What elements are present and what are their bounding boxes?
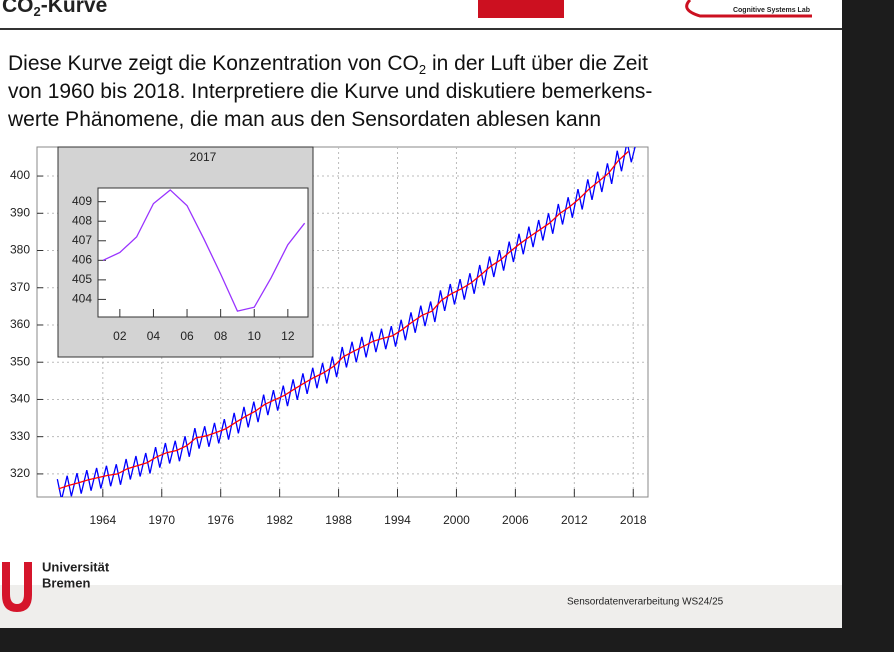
chart: Cognitive Systems Lab 320 330 340 350 360 370…: [0, 0, 842, 628]
slide-title: CO2-Kurve: [2, 0, 107, 18]
x-tick-label: 2000: [443, 513, 470, 527]
y-tick-label: 340: [10, 392, 30, 406]
footer-band: [0, 585, 842, 628]
university-name: Universität: [42, 559, 110, 574]
x-tick-label: 1982: [266, 513, 293, 527]
inset-y-tick-label: 404: [72, 292, 92, 306]
text-line: werte Phänomene, die man aus den Sensord…: [8, 108, 602, 131]
data-line: [58, 150, 629, 490]
inset-y-tick-label: 408: [72, 213, 92, 227]
title-text: -Kurve: [40, 0, 108, 17]
x-tick-label: 1994: [384, 513, 411, 527]
data-line: [102, 189, 306, 312]
x-tick-label: 2012: [561, 513, 588, 527]
text-line: von 1960 bis 2018. Interpretiere die Kur…: [8, 80, 653, 103]
y-tick-label: 400: [10, 168, 30, 182]
grid: 320 330 340 350 360 370 380 390 400 1964 1970 1976 1…: [10, 147, 648, 527]
university-name: Bremen: [42, 575, 90, 590]
inset-y-tick-label: 405: [72, 272, 92, 286]
logo-shape: [685, 0, 812, 18]
x-tick-label: 2006: [502, 513, 529, 527]
y-tick-label: 320: [10, 466, 30, 480]
x-tick-label: 1964: [89, 513, 116, 527]
y-tick-label: 380: [10, 243, 30, 257]
inset-x-tick-label: 06: [180, 329, 194, 343]
y-tick-label: 360: [10, 317, 30, 331]
inset-title: 2017: [190, 150, 217, 164]
inset-x-tick-label: 04: [147, 329, 161, 343]
inset-y-tick-label: 406: [72, 252, 92, 266]
x-tick-label: 1970: [148, 513, 175, 527]
x-tick-label: 1988: [325, 513, 352, 527]
data-line: [56, 147, 636, 497]
university-logo: [2, 562, 32, 612]
series-group: [56, 147, 636, 497]
text: Diese Kurve zeigt die Konzentration von …: [8, 52, 419, 75]
inset-x-tick-label: 12: [281, 329, 295, 343]
inset-x-tick-label: 10: [248, 329, 262, 343]
inset-group: 404 405 406 407 408 409 02 04 06 08 10 12: [72, 189, 306, 343]
header-rule: [0, 28, 842, 30]
inset-y-tick-label: 407: [72, 233, 92, 247]
logo-text: Cognitive Systems Lab: [733, 7, 810, 14]
inset-x-tick-label: 02: [113, 329, 127, 343]
inset-plot-area: [97, 187, 309, 318]
body-text: Diese Kurve zeigt die Konzentration von …: [8, 50, 652, 134]
y-tick-label: 330: [10, 429, 30, 443]
title-text: CO: [2, 0, 34, 17]
inset-series-group: [102, 189, 306, 312]
text: in der Luft über die Zeit: [426, 52, 648, 75]
inset-x-tick-label: 08: [214, 329, 228, 343]
y-tick-label: 370: [10, 280, 30, 294]
y-tick-label: 350: [10, 354, 30, 368]
x-tick-label: 1976: [207, 513, 234, 527]
course-label: Sensordatenverarbeitung WS24/25: [567, 597, 724, 608]
y-tick-label: 390: [10, 205, 30, 219]
slide: CO2-Kurve Diese Kurve zeigt die Konzentr…: [0, 0, 842, 628]
x-tick-label: 2018: [620, 513, 647, 527]
text-line: Diese Kurve zeigt die Konzentration von …: [8, 50, 652, 78]
title-subscript: 2: [33, 4, 41, 19]
subscript: 2: [418, 62, 427, 77]
footer-tab: [0, 558, 640, 585]
logo-shape: [478, 0, 564, 18]
inset-y-tick-label: 409: [72, 194, 92, 208]
